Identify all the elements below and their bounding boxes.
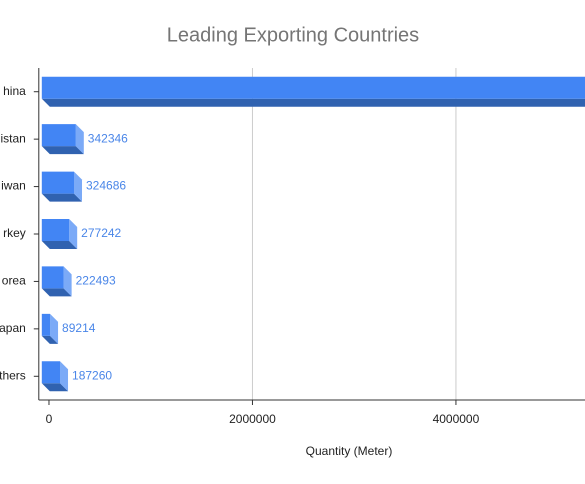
bar-front: [41, 266, 64, 289]
value-label: 222493: [76, 274, 116, 288]
bar-bottom: [41, 193, 83, 202]
bar: [41, 124, 84, 155]
chart-title: Leading Exporting Countries: [167, 24, 419, 46]
bar-side: [75, 124, 84, 155]
bar-front: [41, 313, 51, 336]
value-label: 342346: [88, 131, 128, 145]
bar-front: [41, 124, 76, 147]
y-tick-label: orea: [2, 274, 26, 288]
y-tick-label: rkey: [3, 226, 26, 240]
bar-side: [69, 219, 78, 249]
bar: [41, 76, 585, 107]
bar-front: [41, 76, 585, 99]
value-label: 324686: [86, 179, 126, 193]
y-tick-label: istan: [0, 131, 25, 145]
bar-side: [50, 313, 59, 344]
bar-bottom: [41, 98, 585, 107]
bar: [41, 313, 59, 344]
bar-bottom: [41, 383, 69, 392]
y-tick-label: hina: [3, 84, 26, 98]
y-tick-label: iwan: [1, 179, 26, 193]
bar-bottom: [41, 335, 59, 344]
bar: [41, 171, 83, 202]
value-label: 187260: [72, 368, 112, 382]
bar: [41, 361, 69, 392]
bar-side: [63, 266, 72, 297]
bar-side: [74, 171, 83, 202]
bar: [41, 266, 72, 297]
x-tick-label: 0: [46, 412, 53, 426]
value-label: 277242: [81, 226, 121, 240]
y-tick-label: apan: [0, 321, 26, 335]
bar-bottom: [41, 241, 78, 249]
bar-bottom: [41, 288, 72, 297]
bar-front: [41, 219, 70, 241]
y-tick-label: thers: [0, 368, 26, 382]
bar-front: [41, 361, 61, 384]
bar-front: [41, 171, 75, 194]
x-tick-label: 4000000: [433, 412, 480, 426]
bar-bottom: [41, 146, 84, 155]
x-tick-label: 2000000: [229, 412, 276, 426]
bar: [41, 219, 78, 249]
bar-side: [60, 361, 69, 392]
value-label: 89214: [62, 321, 96, 335]
x-axis-label: Quantity (Meter): [306, 444, 393, 458]
